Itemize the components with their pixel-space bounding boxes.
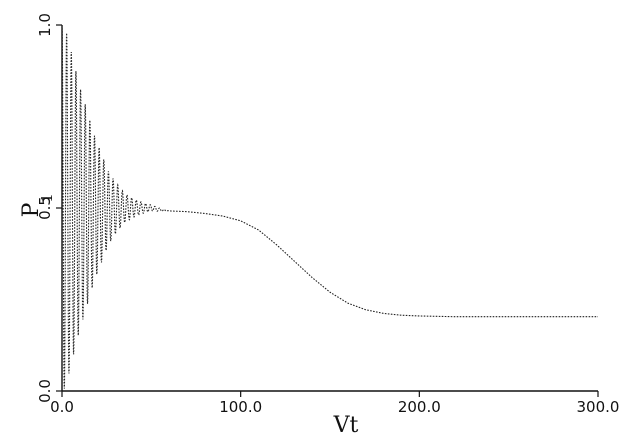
x-axis-label: Vt <box>333 413 359 438</box>
y-axis-label: P 1 <box>19 193 56 217</box>
ticks: 0.0 100.0 200.0 300.0 0.0 0.5 1.0 <box>36 13 619 416</box>
y-axis-label-sub: 1 <box>38 193 56 203</box>
y-axis-label-main: P <box>19 202 44 217</box>
series-line <box>61 24 598 389</box>
y-tick-label: 0.0 <box>36 379 54 403</box>
x-tick-label: 300.0 <box>577 398 620 416</box>
axes <box>61 25 598 392</box>
y-tick-label: 1.0 <box>36 13 54 37</box>
x-tick-label: 0.0 <box>50 398 74 416</box>
y-tick-label: 0.5 <box>36 196 54 220</box>
x-tick-label: 200.0 <box>398 398 441 416</box>
x-tick-label: 100.0 <box>219 398 262 416</box>
plot-area <box>61 24 598 389</box>
